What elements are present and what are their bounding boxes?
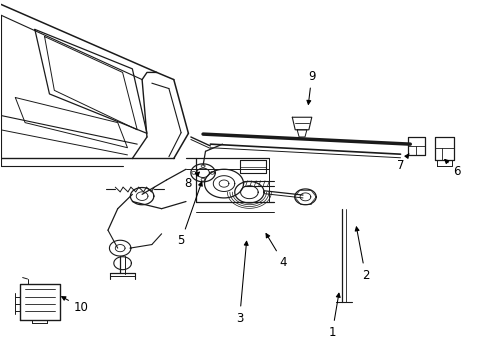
Text: 4: 4 xyxy=(265,234,286,269)
Text: 7: 7 xyxy=(396,154,408,172)
Text: 8: 8 xyxy=(184,172,199,190)
Text: 1: 1 xyxy=(328,293,340,339)
Text: 6: 6 xyxy=(444,159,459,177)
Text: 3: 3 xyxy=(235,241,247,325)
Text: 5: 5 xyxy=(177,182,202,247)
Text: 2: 2 xyxy=(354,227,368,282)
Text: 9: 9 xyxy=(306,69,315,104)
Text: 10: 10 xyxy=(61,297,88,314)
